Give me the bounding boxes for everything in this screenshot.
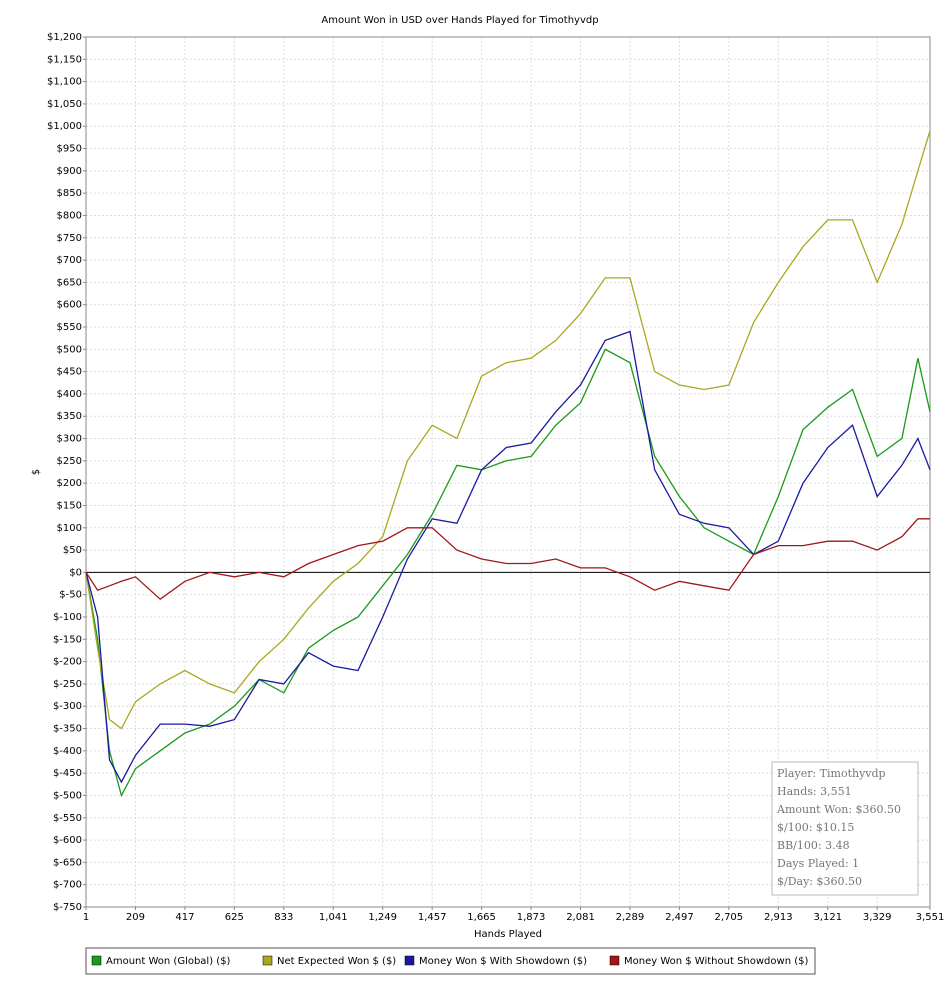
y-tick-label: $400 [57, 389, 82, 400]
series-line [85, 130, 931, 730]
y-tick-label: $-650 [53, 857, 82, 868]
stats-line: $/100: $10.15 [777, 821, 854, 834]
y-tick-label: $-450 [53, 768, 82, 779]
stats-line: BB/100: 3.48 [777, 839, 850, 852]
x-tick-label: 2,913 [764, 912, 793, 923]
x-tick-label: 1,249 [368, 912, 397, 923]
y-tick-label: $-150 [53, 634, 82, 645]
x-tick-label: 2,289 [616, 912, 645, 923]
y-tick-label: $100 [57, 523, 82, 534]
x-tick-label: 2,705 [715, 912, 744, 923]
stats-line: Days Played: 1 [777, 857, 859, 870]
y-tick-label: $200 [57, 478, 82, 489]
y-tick-label: $650 [57, 277, 82, 288]
y-tick-label: $600 [57, 300, 82, 311]
y-tick-label: $0 [69, 567, 82, 578]
stats-line: Hands: 3,551 [777, 785, 852, 798]
stats-box [771, 761, 919, 896]
y-tick-label: $-350 [53, 724, 82, 735]
y-tick-label: $50 [63, 545, 82, 556]
x-tick-label: 2,497 [665, 912, 694, 923]
y-tick-label: $950 [57, 144, 82, 155]
y-tick-label: $-500 [53, 790, 82, 801]
x-tick-label: 2,081 [566, 912, 595, 923]
y-tick-label: $900 [57, 166, 82, 177]
x-tick-label: 3,329 [863, 912, 892, 923]
legend-label: Money Won $ Without Showdown ($) [624, 956, 808, 967]
y-tick-label: $-750 [53, 902, 82, 913]
legend-box [85, 947, 816, 975]
x-tick-label: 625 [225, 912, 244, 923]
y-tick-label: $700 [57, 255, 82, 266]
legend-swatch [262, 955, 273, 966]
y-tick-label: $350 [57, 411, 82, 422]
y-tick-label: $1,150 [47, 54, 82, 65]
x-tick-label: 417 [175, 912, 194, 923]
x-tick-label: 1,457 [418, 912, 447, 923]
x-tick-label: 3,551 [916, 912, 945, 923]
y-axis-label: $ [31, 469, 42, 475]
x-tick-label: 209 [126, 912, 145, 923]
y-tick-label: $-50 [59, 590, 82, 601]
y-tick-label: $-300 [53, 701, 82, 712]
y-tick-label: $550 [57, 322, 82, 333]
y-tick-label: $800 [57, 210, 82, 221]
legend-swatch [609, 955, 620, 966]
stats-line: $/Day: $360.50 [777, 875, 862, 888]
series-line [85, 330, 931, 784]
legend-swatch [91, 955, 102, 966]
x-tick-label: 1,041 [319, 912, 348, 923]
legend-swatch [404, 955, 415, 966]
x-tick-label: 1,665 [467, 912, 496, 923]
y-tick-label: $450 [57, 367, 82, 378]
y-tick-label: $-600 [53, 835, 82, 846]
y-tick-label: $-250 [53, 679, 82, 690]
x-tick-label: 3,121 [813, 912, 842, 923]
y-tick-label: $1,200 [47, 32, 82, 43]
stats-line: Amount Won: $360.50 [776, 803, 901, 816]
y-tick-label: $-550 [53, 813, 82, 824]
series-line [85, 518, 930, 601]
y-tick-label: $150 [57, 500, 82, 511]
y-tick-label: $300 [57, 434, 82, 445]
y-tick-label: $850 [57, 188, 82, 199]
plot-frame [85, 36, 931, 908]
y-tick-label: $1,050 [47, 99, 82, 110]
legend-label: Net Expected Won $ ($) [277, 956, 396, 967]
legend-label: Amount Won (Global) ($) [106, 956, 231, 967]
legend-label: Money Won $ With Showdown ($) [419, 956, 587, 967]
y-tick-label: $-400 [53, 746, 82, 757]
y-tick-label: $-100 [53, 612, 82, 623]
y-tick-label: $1,000 [47, 121, 82, 132]
chart-title: Amount Won in USD over Hands Played for … [321, 15, 598, 26]
x-tick-label: 1,873 [517, 912, 546, 923]
y-tick-label: $250 [57, 456, 82, 467]
y-tick-label: $750 [57, 233, 82, 244]
y-tick-label: $-200 [53, 657, 82, 668]
stats-line: Player: Timothyvdp [777, 767, 886, 780]
y-tick-label: $-700 [53, 880, 82, 891]
y-tick-label: $500 [57, 344, 82, 355]
x-axis-label: Hands Played [474, 929, 542, 940]
x-tick-label: 833 [274, 912, 293, 923]
x-tick-label: 1 [83, 912, 89, 923]
series-line [85, 348, 931, 798]
y-tick-label: $1,100 [47, 77, 82, 88]
